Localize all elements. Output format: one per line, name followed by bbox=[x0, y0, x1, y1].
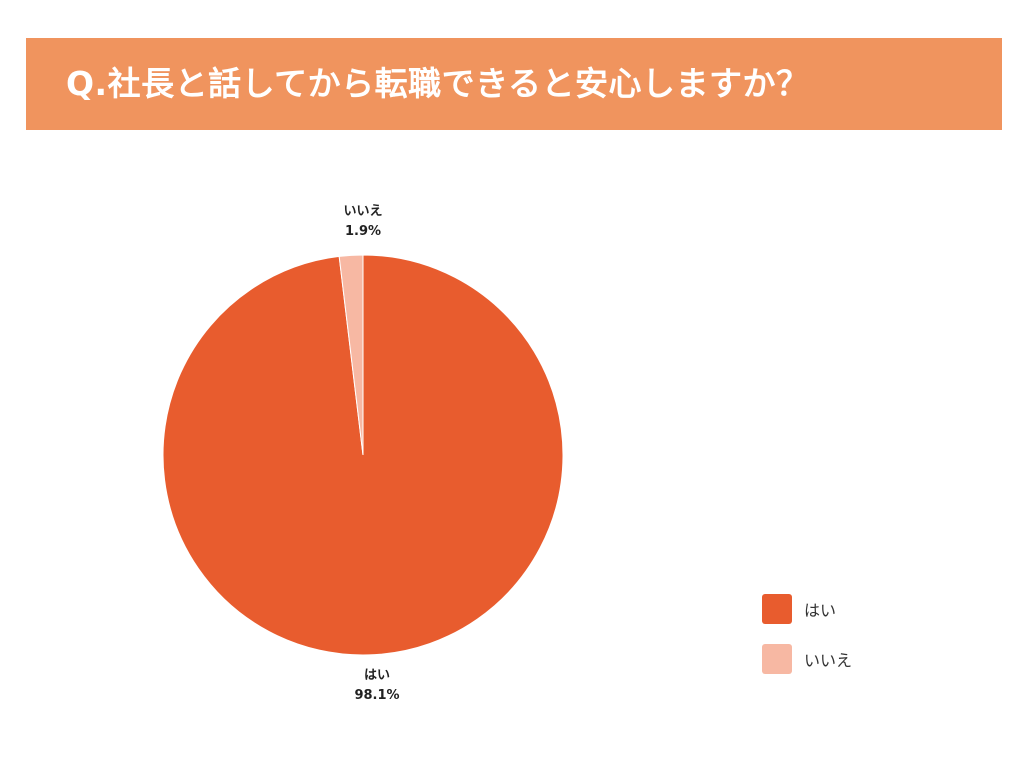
chart-legend: はい いいえ bbox=[762, 594, 852, 694]
slice-label-no: いいえ 1.9% bbox=[303, 202, 423, 242]
title-banner: Q.社長と話してから転職できると安心しますか？ bbox=[26, 38, 1002, 130]
pie-slice-no bbox=[338, 254, 364, 456]
legend-label-no: いいえ bbox=[804, 651, 853, 670]
legend-item-yes: はい bbox=[762, 594, 852, 624]
legend-label-yes: はい bbox=[804, 601, 837, 620]
legend-item-no: いいえ bbox=[762, 644, 852, 674]
legend-swatch-yes bbox=[762, 594, 792, 624]
slice-label-yes: はい 98.1% bbox=[317, 666, 437, 706]
chart-title: Q.社長と話してから転職できると安心しますか？ bbox=[66, 64, 810, 103]
legend-swatch-no bbox=[762, 644, 792, 674]
slice-label-no-name: いいえ bbox=[343, 204, 383, 219]
slice-label-yes-value: 98.1% bbox=[354, 688, 400, 703]
pie-slice-yes bbox=[162, 254, 564, 656]
slice-label-yes-name: はい bbox=[363, 668, 390, 683]
slice-label-no-value: 1.9% bbox=[344, 224, 382, 239]
